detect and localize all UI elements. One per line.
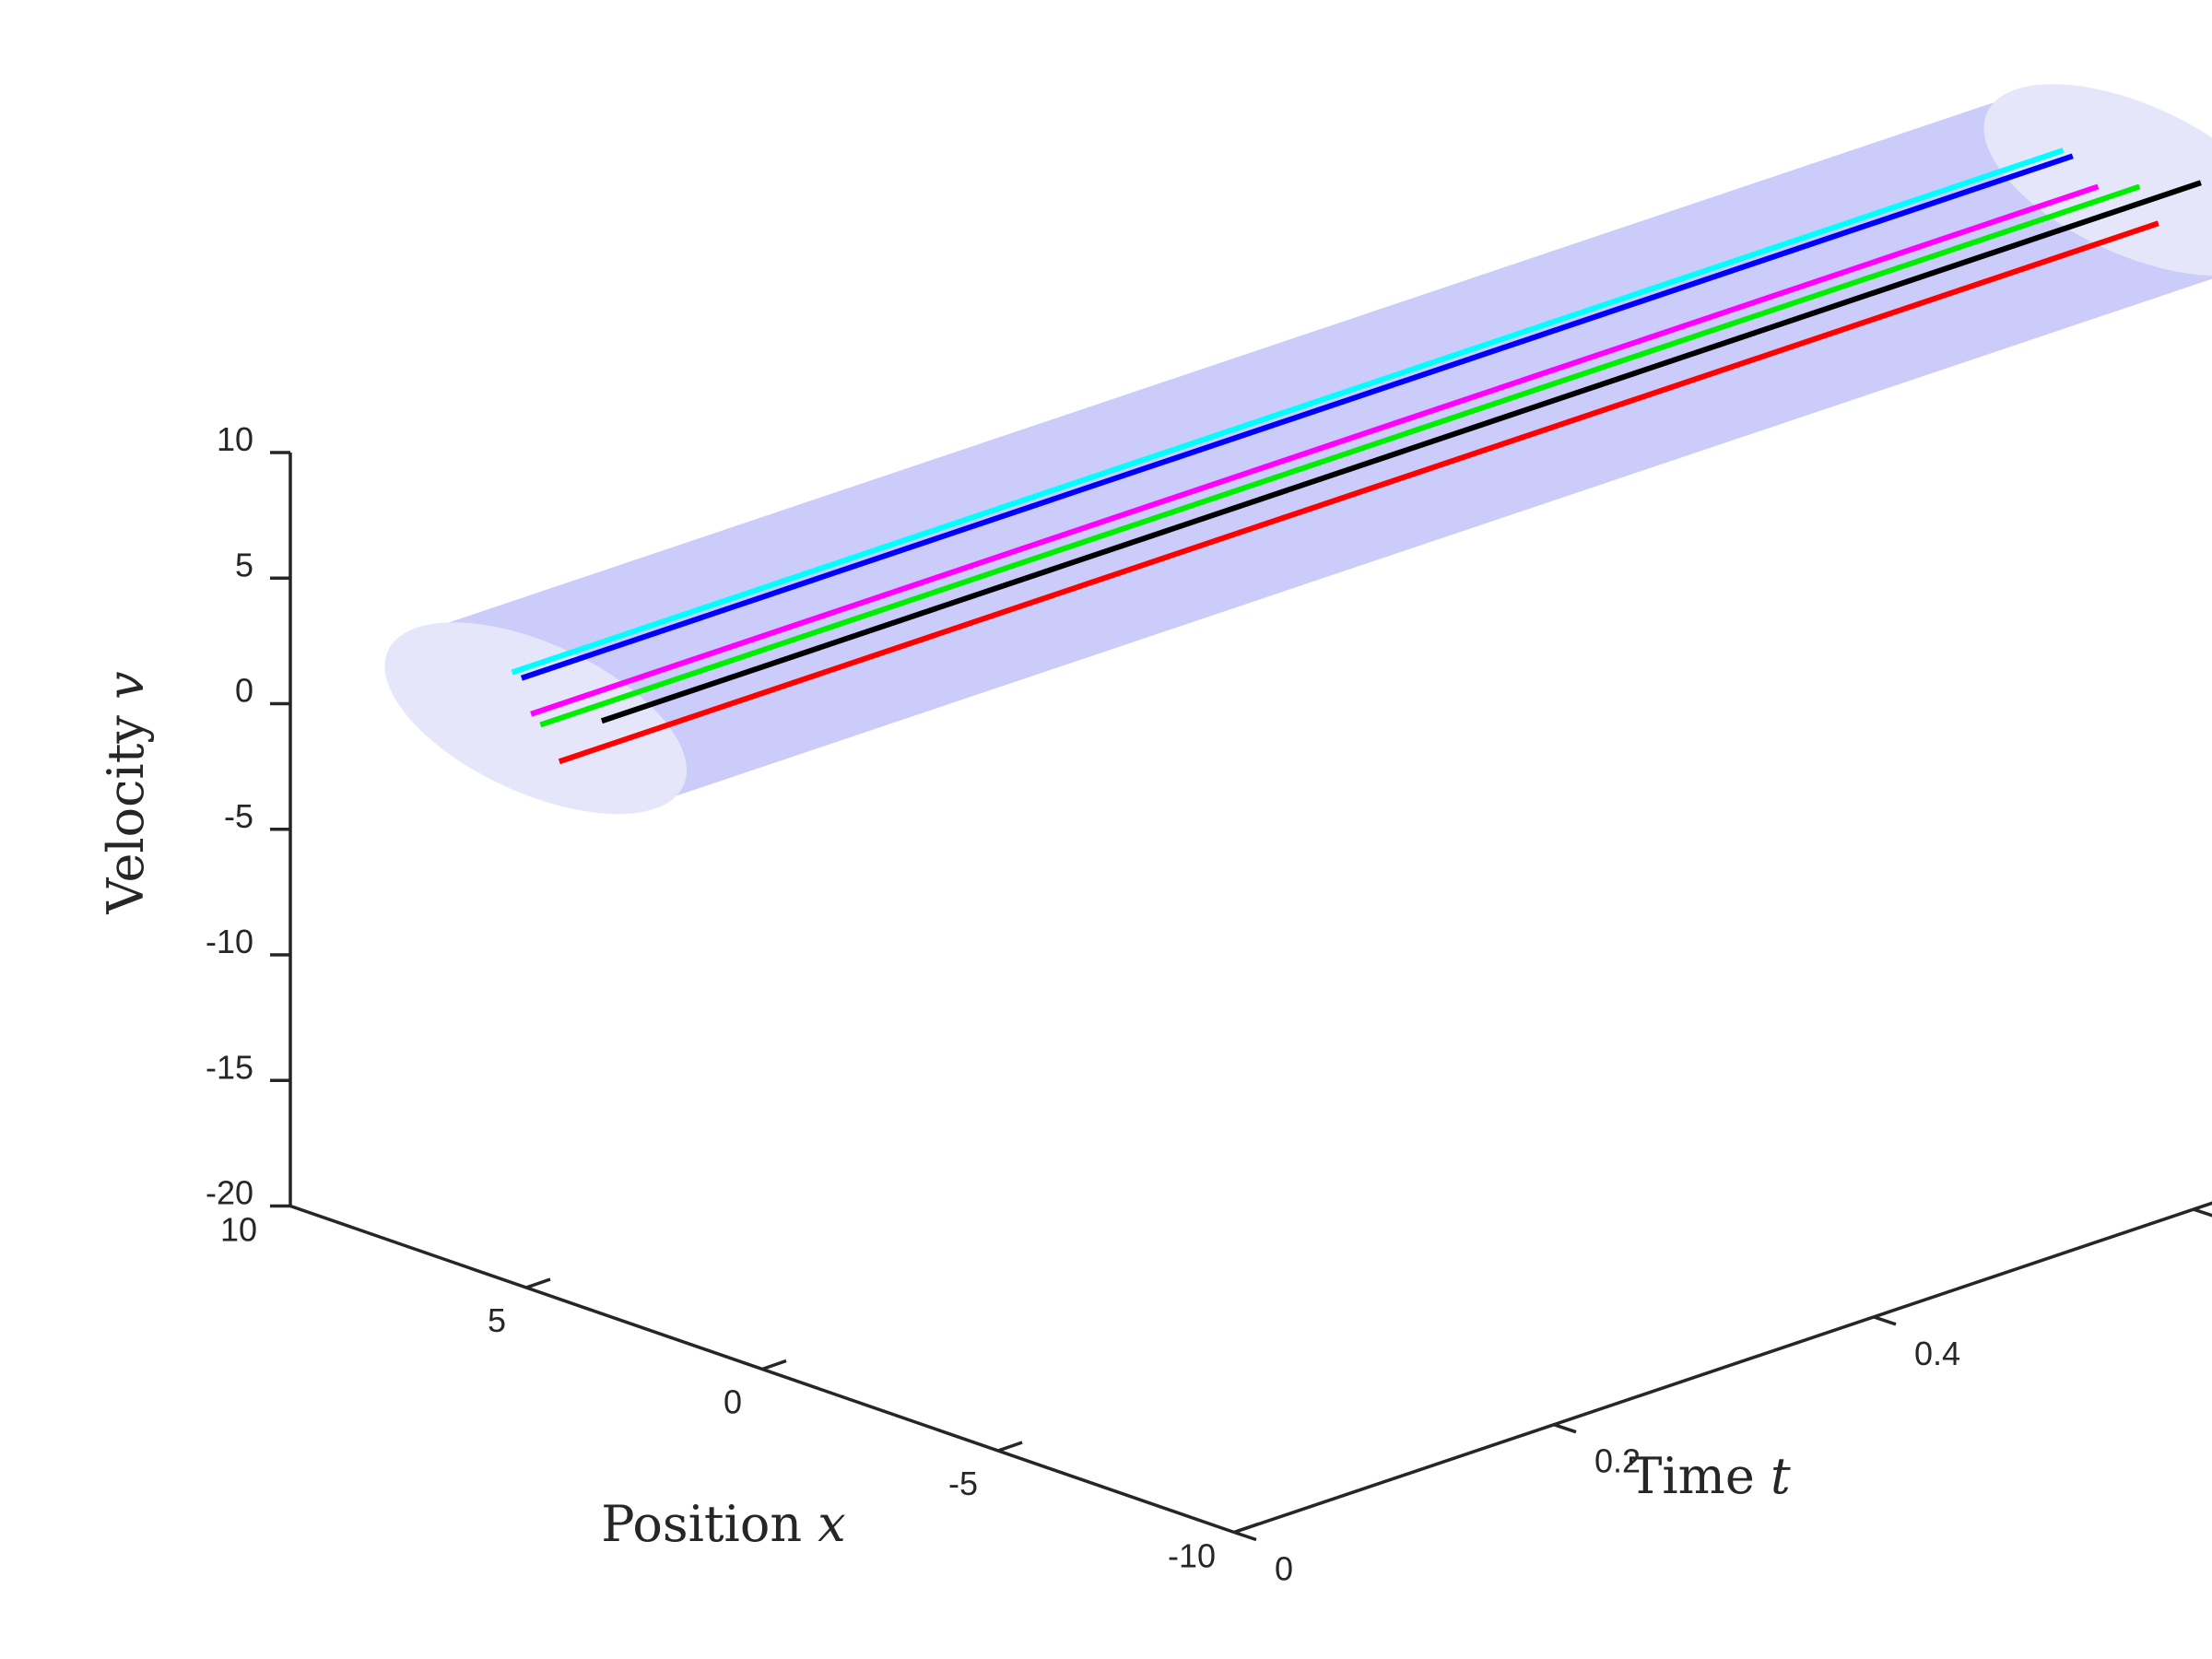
tube-start-cap (384, 622, 688, 815)
position-tick-mark (997, 1441, 1023, 1453)
uncertainty-tube (384, 84, 2212, 815)
velocity-tick-label: 10 (217, 420, 253, 458)
tube-end-cap (1983, 84, 2212, 276)
velocity-tick-label: 5 (235, 546, 253, 583)
time-tick-label: 0.4 (1914, 1335, 1960, 1372)
position-tick-label: -10 (1168, 1537, 1216, 1575)
trajectory-line-1 (511, 147, 2065, 676)
time-tick-mark (1873, 1315, 1897, 1326)
time-axis-label: Time t (1629, 1447, 1791, 1505)
time-tick-mark (2193, 1207, 2212, 1218)
time-tick-mark (1233, 1530, 1257, 1542)
time-tick-label: 0.2 (1594, 1442, 1641, 1480)
trajectory-line-2 (520, 153, 2074, 681)
position-tick-label: 10 (220, 1211, 257, 1249)
position-tick-mark (761, 1359, 787, 1371)
velocity-tick-label: 0 (235, 672, 253, 710)
velocity-tick-label: -5 (224, 797, 253, 835)
time-tick-mark (1553, 1423, 1577, 1434)
velocity-tick-label: -15 (206, 1048, 253, 1086)
trajectory-line-5 (539, 183, 2141, 728)
position-tick-mark (525, 1277, 551, 1289)
trajectory-lines (511, 147, 2202, 765)
velocity-axis-label: Velocity v (97, 671, 155, 914)
position-tick-label: -5 (948, 1465, 978, 1502)
velocity-tick-label: -20 (206, 1174, 253, 1212)
trajectory-line-3 (600, 180, 2202, 724)
time-tick-label: 0 (1275, 1550, 1293, 1588)
axes (270, 451, 2212, 1542)
position-tick-label: 5 (488, 1301, 506, 1339)
time-axis-line (1233, 1201, 2212, 1535)
position-tick-label: 0 (724, 1383, 742, 1421)
trajectory-line-6 (558, 220, 2159, 765)
velocity-tick-label: -10 (206, 923, 253, 960)
trajectory-line-4 (530, 183, 2100, 717)
position-axis-label: Position x (601, 1495, 846, 1553)
position-tick-mark (1233, 1522, 1259, 1535)
tube-body (449, 84, 2212, 815)
